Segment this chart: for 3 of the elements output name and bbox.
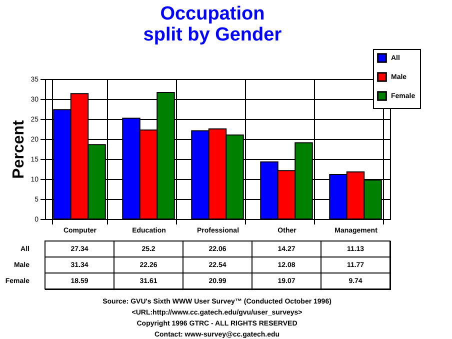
text: split by Gender bbox=[143, 24, 282, 46]
y-axis-title: Percent bbox=[10, 119, 28, 179]
text: Occupation bbox=[160, 4, 265, 24]
